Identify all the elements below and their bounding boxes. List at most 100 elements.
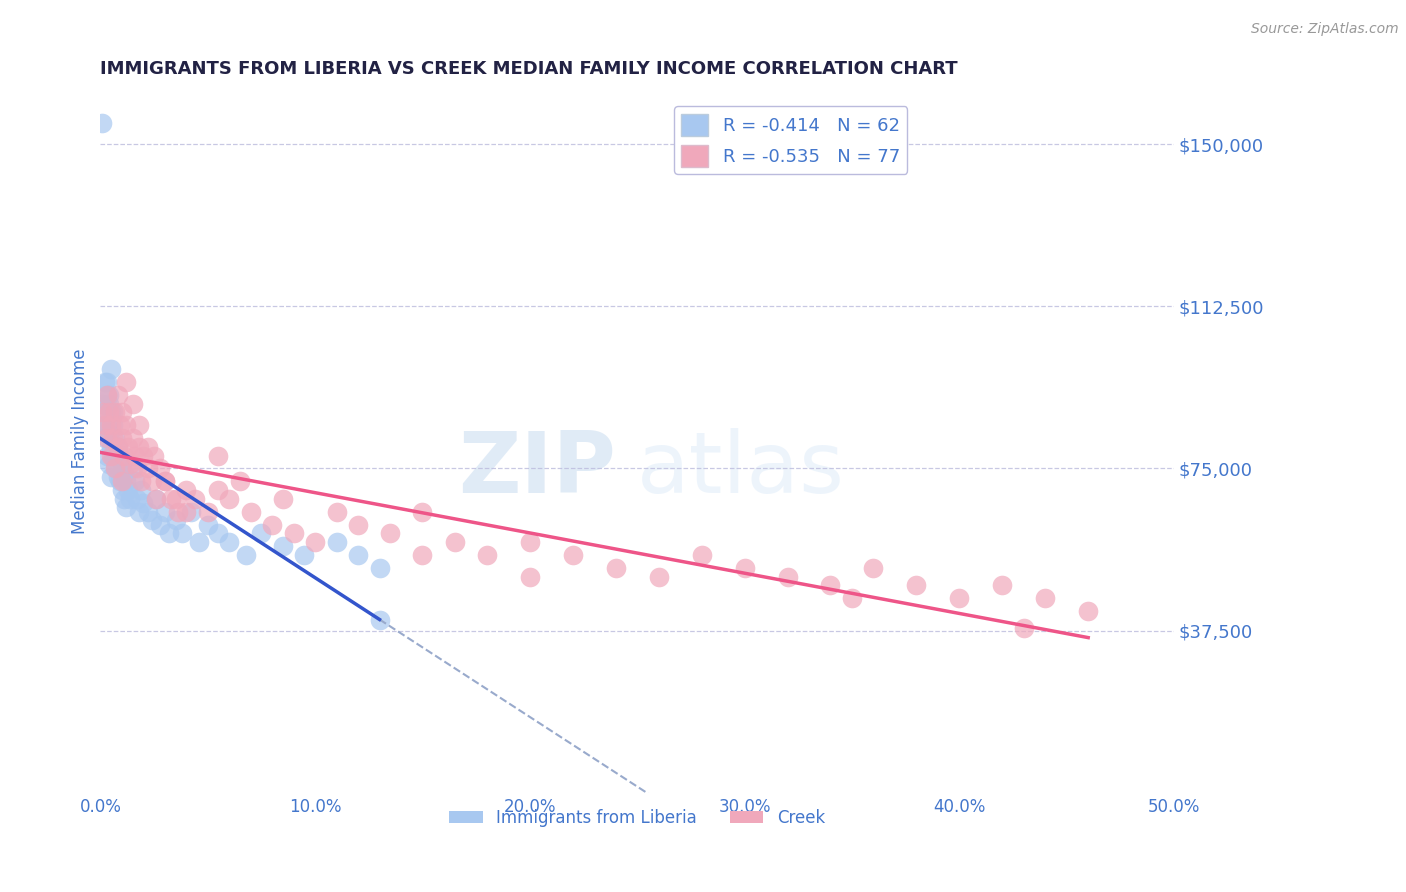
Point: [129, 483, 152, 497]
Point: [368, 613, 391, 627]
Point: [197, 517, 219, 532]
Point: [97, 457, 120, 471]
Point: [121, 431, 143, 445]
Point: [136, 505, 159, 519]
Point: [104, 405, 127, 419]
Point: [125, 491, 148, 506]
Point: [121, 397, 143, 411]
Point: [124, 449, 146, 463]
Point: [108, 475, 131, 489]
Point: [96, 449, 118, 463]
Point: [91, 116, 114, 130]
Point: [111, 475, 134, 489]
Point: [93, 418, 115, 433]
Point: [111, 431, 134, 445]
Point: [165, 491, 187, 506]
Point: [690, 548, 713, 562]
Text: ZIP: ZIP: [458, 428, 616, 511]
Point: [184, 491, 207, 506]
Text: IMMIGRANTS FROM LIBERIA VS CREEK MEDIAN FAMILY INCOME CORRELATION CHART: IMMIGRANTS FROM LIBERIA VS CREEK MEDIAN …: [100, 60, 957, 78]
Point: [103, 449, 125, 463]
Point: [188, 535, 211, 549]
Point: [262, 517, 284, 532]
Point: [647, 569, 669, 583]
Point: [368, 561, 391, 575]
Point: [380, 526, 402, 541]
Point: [112, 491, 135, 506]
Point: [271, 539, 294, 553]
Point: [121, 461, 143, 475]
Point: [149, 461, 172, 475]
Point: [229, 475, 252, 489]
Y-axis label: Median Family Income: Median Family Income: [72, 349, 89, 534]
Point: [97, 388, 120, 402]
Point: [820, 578, 842, 592]
Point: [128, 418, 150, 433]
Point: [141, 513, 163, 527]
Point: [96, 431, 118, 445]
Point: [132, 496, 155, 510]
Point: [475, 548, 498, 562]
Point: [1033, 591, 1056, 606]
Point: [153, 505, 176, 519]
Point: [93, 375, 115, 389]
Point: [841, 591, 863, 606]
Point: [100, 470, 122, 484]
Point: [519, 535, 541, 549]
Point: [107, 470, 129, 484]
Point: [104, 461, 127, 475]
Point: [519, 569, 541, 583]
Legend: Immigrants from Liberia, Creek: Immigrants from Liberia, Creek: [443, 802, 832, 833]
Point: [197, 505, 219, 519]
Point: [107, 440, 129, 454]
Point: [104, 461, 127, 475]
Point: [103, 405, 125, 419]
Point: [111, 457, 134, 471]
Point: [411, 548, 433, 562]
Point: [347, 517, 370, 532]
Point: [153, 475, 176, 489]
Point: [111, 405, 134, 419]
Point: [107, 388, 129, 402]
Point: [124, 475, 146, 489]
Point: [115, 375, 138, 389]
Point: [96, 375, 118, 389]
Point: [325, 505, 347, 519]
Point: [160, 491, 183, 506]
Point: [166, 505, 188, 519]
Point: [112, 466, 135, 480]
Point: [1077, 604, 1099, 618]
Text: Source: ZipAtlas.com: Source: ZipAtlas.com: [1251, 22, 1399, 37]
Point: [100, 362, 122, 376]
Point: [145, 491, 167, 506]
Point: [104, 431, 127, 445]
Point: [1012, 621, 1035, 635]
Point: [103, 431, 125, 445]
Point: [157, 526, 180, 541]
Point: [292, 548, 315, 562]
Point: [91, 397, 114, 411]
Point: [905, 578, 928, 592]
Point: [120, 491, 142, 506]
Point: [96, 418, 118, 433]
Point: [325, 535, 347, 549]
Point: [100, 440, 122, 454]
Point: [153, 475, 176, 489]
Point: [112, 449, 135, 463]
Point: [218, 535, 240, 549]
Point: [117, 440, 139, 454]
Point: [250, 526, 273, 541]
Point: [734, 561, 756, 575]
Point: [117, 483, 139, 497]
Point: [561, 548, 583, 562]
Point: [170, 526, 193, 541]
Point: [136, 461, 159, 475]
Point: [141, 475, 163, 489]
Point: [93, 405, 115, 419]
Point: [283, 526, 305, 541]
Point: [100, 449, 122, 463]
Point: [239, 505, 262, 519]
Point: [91, 418, 114, 433]
Point: [165, 513, 187, 527]
Point: [108, 418, 131, 433]
